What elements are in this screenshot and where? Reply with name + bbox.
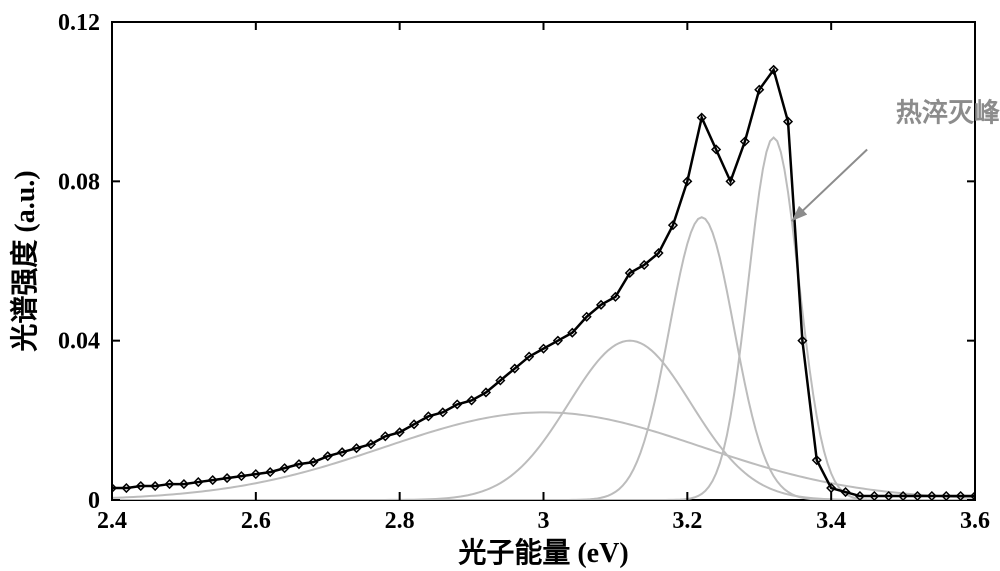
series-group [108,66,979,500]
x-tick-label: 2.4 [97,508,127,534]
x-axis-label: 光子能量 (eV) [457,537,628,569]
x-tick-label: 3.4 [816,508,846,534]
plot-box [112,22,975,500]
annotation-arrow [792,149,868,221]
x-tick-label: 3 [538,508,550,534]
y-tick-label: 0 [88,488,100,514]
fit-solid [112,70,975,496]
y-tick-label: 0.04 [58,329,100,355]
component-p1 [112,217,975,500]
component-p2 [112,138,975,500]
component-broad [112,412,975,498]
x-tick-label: 3.2 [672,508,702,534]
x-tick-label: 2.8 [385,508,415,534]
x-tick-label: 3.6 [960,508,990,534]
x-tick-label: 2.6 [241,508,271,534]
y-tick-label: 0.12 [58,10,100,36]
y-tick-label: 0.08 [58,169,100,195]
axes: 2.4 2.6 2.8 3 3.2 3.4 3.6 0 0.04 0.08 0.12 [58,10,990,534]
annotation: 热淬灭峰 [792,98,1000,222]
annotation-label: 热淬灭峰 [896,98,1000,128]
y-axis-label: 光谱强度 (a.u.) [8,170,41,352]
spectrum-chart: 2.4 2.6 2.8 3 3.2 3.4 3.6 0 0.04 0.08 0.12 热淬灭峰 光子… [0,0,1000,571]
chart-svg: 2.4 2.6 2.8 3 3.2 3.4 3.6 0 0.04 0.08 0.12 热淬灭峰 光子… [0,0,1000,571]
